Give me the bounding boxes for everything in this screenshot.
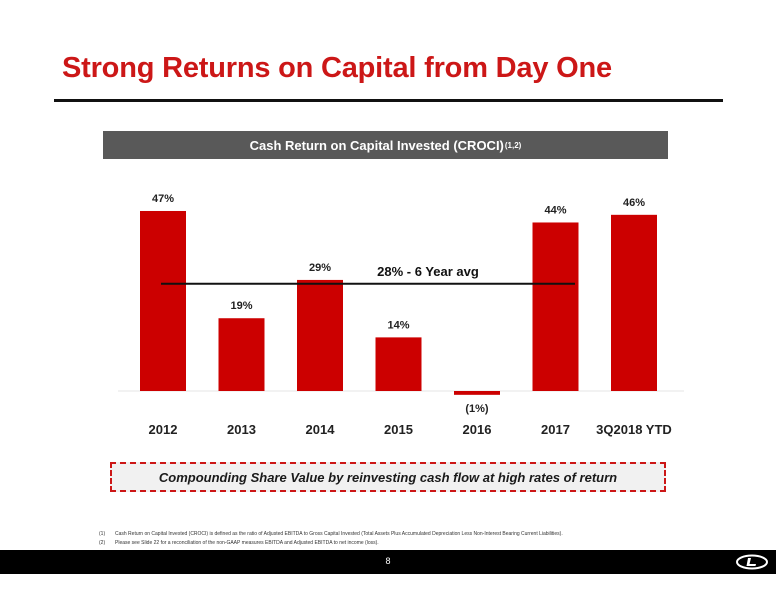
x-tick-label: 2012 (149, 422, 178, 437)
data-label: 47% (152, 193, 174, 205)
chart-header-footnote-ref: (1,2) (504, 140, 522, 150)
footnote-1-text: Cash Return on Capital Invested (CROCI) … (115, 531, 563, 537)
data-label: 19% (230, 300, 252, 312)
bar-2016 (454, 391, 500, 395)
x-tick-label: 2013 (227, 422, 256, 437)
data-label: 29% (309, 262, 331, 274)
average-label: 28% - 6 Year avg (377, 264, 479, 279)
footnote-1: (1) Cash Return on Capital Invested (CROC… (99, 531, 563, 537)
callout-box: Compounding Share Value by reinvesting c… (110, 462, 666, 492)
data-label: 44% (544, 204, 566, 216)
chart-header: Cash Return on Capital Invested (CROCI)(… (103, 131, 668, 159)
croci-bar-chart: 47% 2012 19% 2013 29% 2014 14% 2015 (1%) 2016 44% 2… (118, 193, 684, 437)
title-rule (54, 99, 723, 102)
footnote-2-text: Please see Slide 22 for a reconciliation… (115, 540, 379, 546)
data-label: (1%) (465, 403, 489, 415)
bar-2017 (532, 222, 579, 391)
x-tick-label: 2017 (541, 422, 570, 437)
x-tick-label: 2014 (306, 422, 336, 437)
bar-2012 (140, 210, 186, 391)
callout-text: Compounding Share Value by reinvesting c… (158, 469, 618, 485)
footer-bar: 8 (0, 550, 776, 574)
data-label: 46% (623, 197, 645, 209)
bar-2014 (297, 279, 343, 391)
company-logo-icon (736, 554, 768, 570)
slide-title: Strong Returns on Capital from Day One (62, 52, 612, 84)
page-number: 8 (385, 556, 391, 566)
bar-2015 (375, 337, 422, 391)
bar-3q2018-ytd (611, 214, 657, 391)
chart-header-text: Cash Return on Capital Invested (CROCI) (249, 137, 504, 153)
x-tick-label: 2016 (463, 422, 492, 437)
footnote-2-number: (2) (99, 540, 106, 546)
x-tick-label: 2015 (384, 422, 413, 437)
bar-2013 (218, 318, 265, 391)
footnote-2: (2) Please see Slide 22 for a reconciliat… (99, 540, 379, 546)
x-tick-label: 3Q2018 YTD (596, 422, 672, 437)
footnote-1-number: (1) (99, 531, 106, 537)
data-label: 14% (387, 319, 409, 331)
